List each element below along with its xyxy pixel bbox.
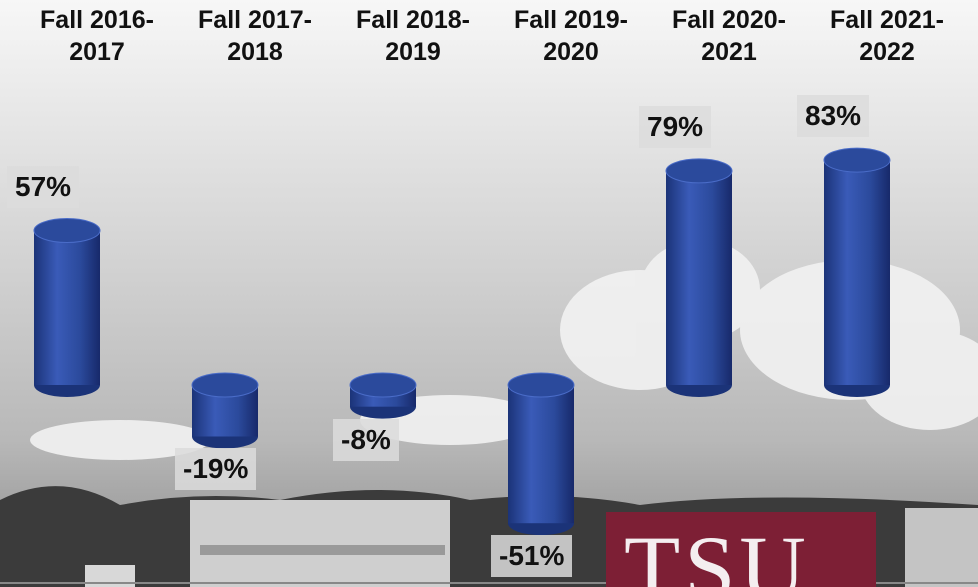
x-tick-label: Fall 2017-2018 bbox=[195, 4, 315, 68]
value-label: -51% bbox=[491, 535, 572, 577]
x-tick-label: Fall 2020-2021 bbox=[669, 4, 789, 68]
bar bbox=[824, 160, 890, 385]
bar-top bbox=[34, 219, 100, 243]
bar bbox=[666, 171, 732, 385]
bar-top bbox=[508, 373, 574, 397]
chart: TSU Fall 2016-2017 57% Fall 2017-2018 -19% F… bbox=[0, 0, 978, 587]
value-label: -19% bbox=[175, 448, 256, 490]
chart-graphics bbox=[0, 0, 978, 587]
page: {"chart_data": {"type": "bar", "categori… bbox=[0, 0, 978, 587]
value-label: 57% bbox=[7, 166, 79, 208]
value-label: 83% bbox=[797, 95, 869, 137]
bar-top bbox=[350, 373, 416, 397]
x-tick-label: Fall 2018-2019 bbox=[353, 4, 473, 68]
bar-top bbox=[824, 148, 890, 172]
logo-text: TSU bbox=[624, 522, 810, 587]
bar-top bbox=[192, 373, 258, 397]
bar-top bbox=[666, 159, 732, 183]
bar bbox=[34, 231, 100, 385]
bar bbox=[508, 385, 574, 523]
x-tick-label: Fall 2021-2022 bbox=[827, 4, 947, 68]
x-tick-label: Fall 2016-2017 bbox=[37, 4, 157, 68]
logo: TSU bbox=[606, 512, 876, 587]
value-label: -8% bbox=[333, 419, 399, 461]
value-label: 79% bbox=[639, 106, 711, 148]
x-tick-label: Fall 2019-2020 bbox=[511, 4, 631, 68]
